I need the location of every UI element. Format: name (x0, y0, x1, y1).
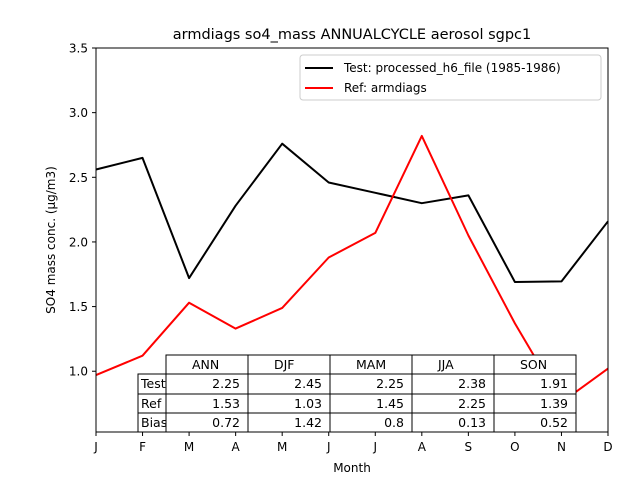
y-tick-label-2: 2.0 (69, 235, 88, 249)
table-header-ann: ANN (192, 357, 219, 372)
table-row-label-ref: Ref (141, 396, 162, 411)
stats-table: ANN DJF MAM JJA SON Test 2.25 2.45 2.25 2.38 1.91 R… (137, 354, 577, 433)
table-value-test-djf: 2.45 (294, 376, 322, 391)
table-header-son: SON (520, 357, 547, 372)
y-tick-label-5: 3.5 (69, 42, 88, 56)
y-tick-label-3: 2.5 (69, 171, 88, 185)
legend: Test: processed_h6_file (1985-1986) Ref:… (299, 54, 602, 101)
table-value-test-son: 1.91 (540, 376, 568, 391)
plot-frame (95, 47, 609, 433)
legend-label-test: Test: processed_h6_file (1985-1986) (343, 61, 561, 75)
table-value-bias-djf: 1.42 (294, 415, 322, 430)
table-value-test-mam: 2.25 (376, 376, 404, 391)
table-value-bias-son: 0.52 (540, 415, 568, 430)
table-value-ref-mam: 1.45 (376, 396, 404, 411)
y-tick-label-4: 3.0 (69, 106, 88, 120)
table-value-bias-jja: 0.13 (458, 415, 486, 430)
table-value-ref-djf: 1.03 (294, 396, 322, 411)
lines-layer (95, 134, 609, 404)
table-header-jja: JJA (437, 357, 454, 372)
x-tick-label-9: O (510, 440, 519, 454)
x-tick-label-6: J (372, 440, 377, 454)
table-header-djf: DJF (274, 357, 295, 372)
table-value-test-jja: 2.38 (458, 376, 486, 391)
table-header-mam: MAM (356, 357, 386, 372)
x-tick-label-10: N (557, 440, 566, 454)
table-value-test-ann: 2.25 (212, 376, 240, 391)
x-tick-label-4: M (277, 440, 287, 454)
table-value-ref-jja: 2.25 (458, 396, 486, 411)
x-axis-title: Month (333, 461, 371, 475)
x-tick-label-8: S (465, 440, 473, 454)
x-tick-label-3: A (232, 440, 241, 454)
y-tick-label-0: 1.0 (69, 365, 88, 379)
x-tick-label-5: J (326, 440, 331, 454)
series-line-ref (95, 134, 609, 404)
table-value-bias-mam: 0.8 (384, 415, 404, 430)
chart-title: armdiags so4_mass ANNUALCYCLE aerosol sg… (173, 27, 532, 43)
table-label-background (138, 374, 166, 432)
table-row-label-bias: Bias (141, 415, 167, 430)
x-tick-label-11: D (603, 440, 612, 454)
y-tick-label-1: 1.5 (69, 300, 88, 314)
y-axis-title: SO4 mass conc. (µg/m3) (44, 166, 58, 314)
x-tick-label-0: J (93, 440, 98, 454)
legend-label-ref: Ref: armdiags (344, 81, 427, 95)
table-value-ref-son: 1.39 (540, 396, 568, 411)
table-value-ref-ann: 1.53 (212, 396, 240, 411)
legend-box (299, 54, 602, 101)
table-value-bias-ann: 0.72 (212, 415, 240, 430)
x-tick-label-1: F (139, 440, 146, 454)
axes-layer: J F M A M J J A S O N D1.01.52.02.53.03.5 (69, 42, 613, 455)
x-tick-label-2: M (184, 440, 194, 454)
table-row-label-test: Test (140, 376, 166, 391)
x-tick-label-7: A (418, 440, 427, 454)
series-line-test (95, 142, 609, 283)
